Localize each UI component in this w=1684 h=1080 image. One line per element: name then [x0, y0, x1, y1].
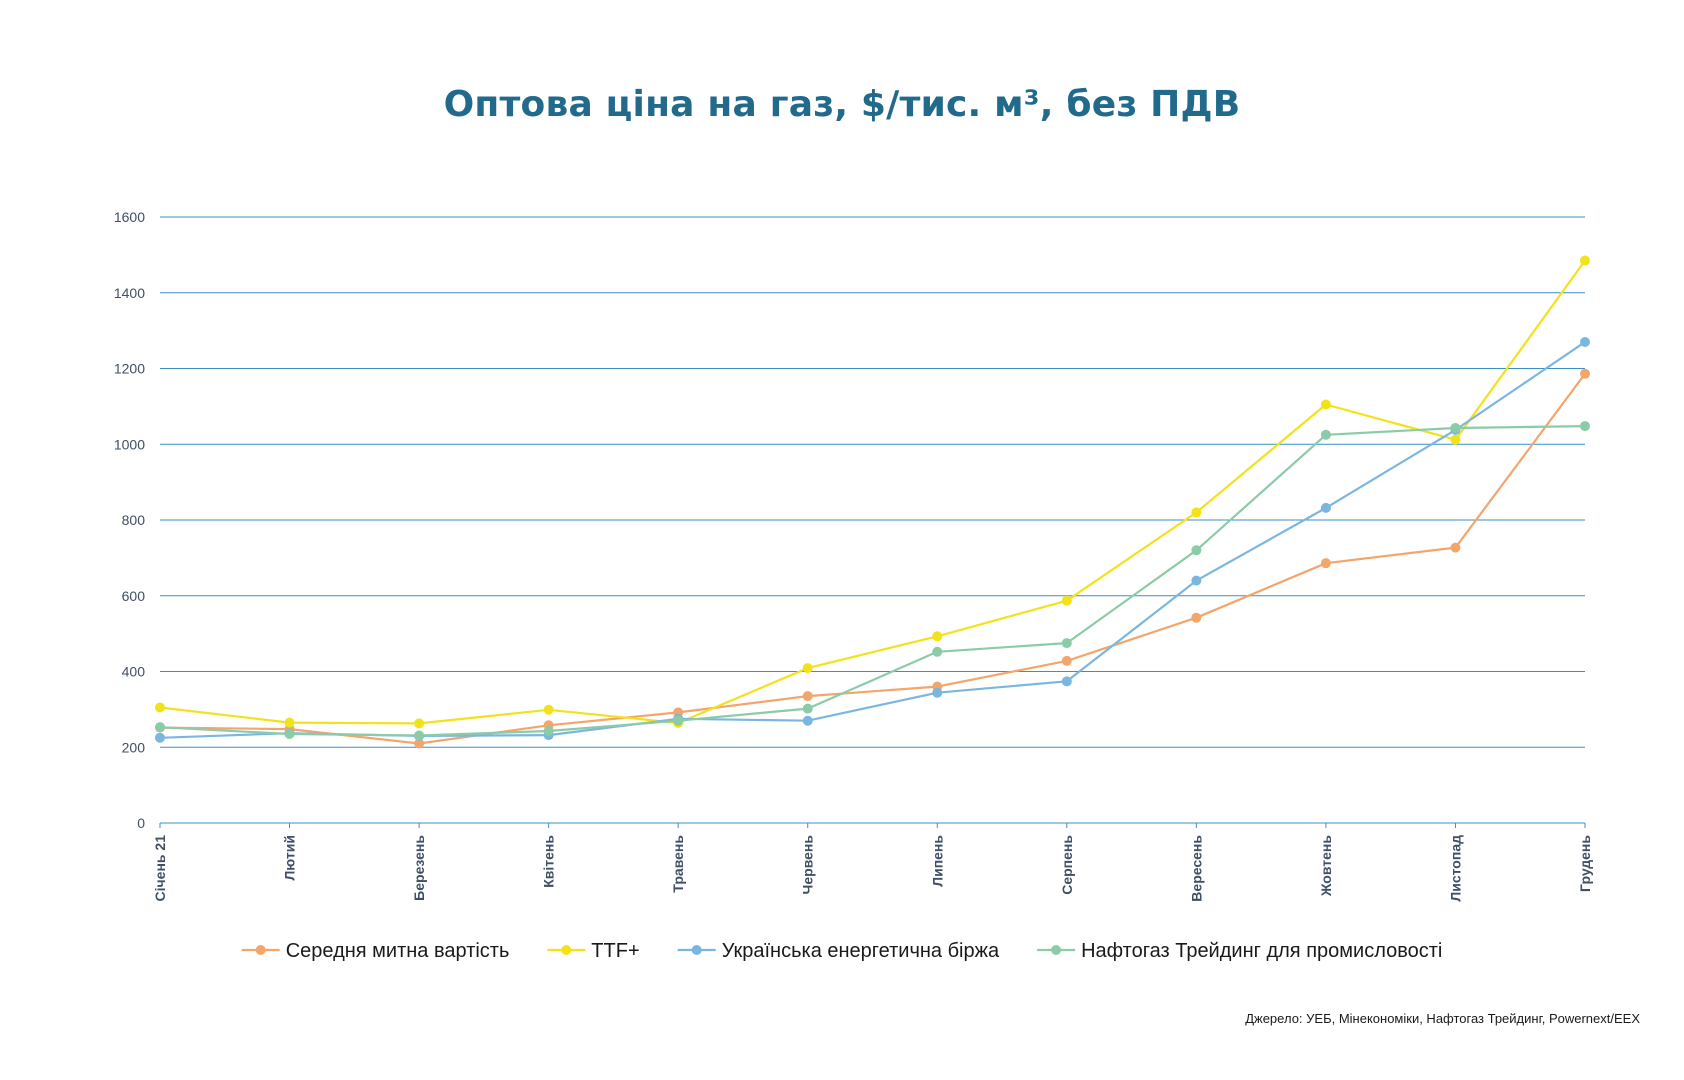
- data-point: [932, 631, 943, 642]
- data-point: [284, 717, 295, 728]
- x-tick-label: Січень 21: [152, 835, 168, 902]
- x-axis: Січень 21 Лютий Березень Квітень Травень Черв…: [152, 823, 1593, 902]
- y-tick-label: 200: [122, 739, 146, 755]
- y-tick-label: 1200: [114, 361, 145, 377]
- data-point: [1061, 638, 1072, 649]
- legend-item: Середня митна вартість: [241, 940, 510, 962]
- data-point: [932, 687, 943, 698]
- data-point: [1191, 545, 1202, 556]
- legend-swatch-marker: [255, 945, 266, 955]
- series-line: [159, 259, 1586, 725]
- data-point: [1320, 399, 1331, 410]
- series-4: [155, 421, 1590, 741]
- data-point: [1450, 542, 1461, 553]
- x-tick-label: Жовтень: [1318, 835, 1334, 898]
- data-point: [1580, 421, 1590, 432]
- series-group: [155, 255, 1590, 749]
- data-point: [1061, 595, 1072, 606]
- series-line: [159, 373, 1586, 745]
- x-tick-label: Грудень: [1577, 835, 1593, 892]
- series-line: [159, 425, 1586, 737]
- legend: Середня митна вартість TTF+ Українська ене…: [241, 940, 1442, 962]
- legend-item: Нафтогаз Трейдинг для промисловості: [1037, 940, 1442, 962]
- data-point: [1580, 255, 1590, 266]
- data-point: [155, 702, 165, 713]
- data-point: [1580, 336, 1590, 347]
- data-point: [543, 725, 554, 736]
- data-point: [1191, 612, 1202, 623]
- data-point: [284, 728, 295, 739]
- data-point: [1320, 429, 1331, 440]
- x-tick-label: Лютий: [282, 835, 298, 881]
- legend-label: Українська енергетична біржа: [722, 940, 1000, 962]
- data-point: [1191, 575, 1202, 586]
- x-tick-label: Травень: [670, 835, 686, 893]
- legend-label: TTF+: [591, 940, 639, 962]
- y-tick-label: 1400: [114, 285, 145, 301]
- legend-label: Середня митна вартість: [286, 940, 510, 962]
- data-point: [673, 715, 684, 726]
- series-3: [155, 336, 1590, 743]
- x-tick-label: Листопад: [1447, 835, 1463, 902]
- y-tick-label: 400: [122, 664, 146, 680]
- data-point: [414, 718, 425, 729]
- data-point: [1320, 502, 1331, 513]
- series-2: [155, 255, 1590, 729]
- data-point: [802, 703, 813, 714]
- y-axis: 0 200 400 600 800 1000 1200 1400 1600: [114, 209, 145, 831]
- x-tick-label: Серпень: [1059, 835, 1075, 895]
- y-tick-label: 0: [137, 815, 145, 831]
- legend-swatch-marker: [691, 945, 702, 955]
- legend-swatch-marker: [1051, 945, 1062, 955]
- chart-title: Оптова ціна на газ, $/тис. м³, без ПДВ: [443, 84, 1241, 125]
- y-tick-label: 800: [122, 512, 146, 528]
- data-point: [802, 691, 813, 702]
- y-tick-label: 600: [122, 588, 146, 604]
- legend-item: Українська енергетична біржа: [677, 940, 1000, 962]
- data-point: [1450, 434, 1461, 445]
- data-point: [1061, 676, 1072, 687]
- data-point: [1580, 368, 1590, 379]
- legend-label: Нафтогаз Трейдинг для промисловості: [1081, 940, 1442, 962]
- data-point: [932, 646, 943, 657]
- data-point: [802, 715, 813, 726]
- data-point: [414, 738, 425, 749]
- x-tick-label: Березень: [411, 835, 427, 901]
- data-point: [543, 704, 554, 715]
- data-point: [414, 730, 425, 741]
- y-tick-label: 1000: [114, 436, 145, 452]
- data-point: [155, 722, 165, 733]
- x-tick-label: Липень: [929, 835, 945, 887]
- x-tick-label: Червень: [800, 835, 816, 895]
- series-line: [159, 341, 1586, 739]
- data-point: [1450, 422, 1461, 433]
- source-note: Джерело: УЕБ, Мінекономіки, Нафтогаз Тре…: [1245, 1011, 1640, 1026]
- x-tick-label: Вересень: [1188, 835, 1204, 902]
- data-point: [1061, 655, 1072, 666]
- data-point: [1191, 507, 1202, 518]
- legend-swatch-marker: [561, 945, 572, 955]
- data-point: [155, 732, 165, 743]
- data-point: [1320, 558, 1331, 569]
- x-tick-label: Квітень: [541, 835, 557, 888]
- series-1: [155, 368, 1590, 749]
- legend-item: TTF+: [547, 940, 640, 962]
- grid: [160, 216, 1585, 824]
- data-point: [802, 663, 813, 674]
- y-tick-label: 1600: [114, 209, 145, 225]
